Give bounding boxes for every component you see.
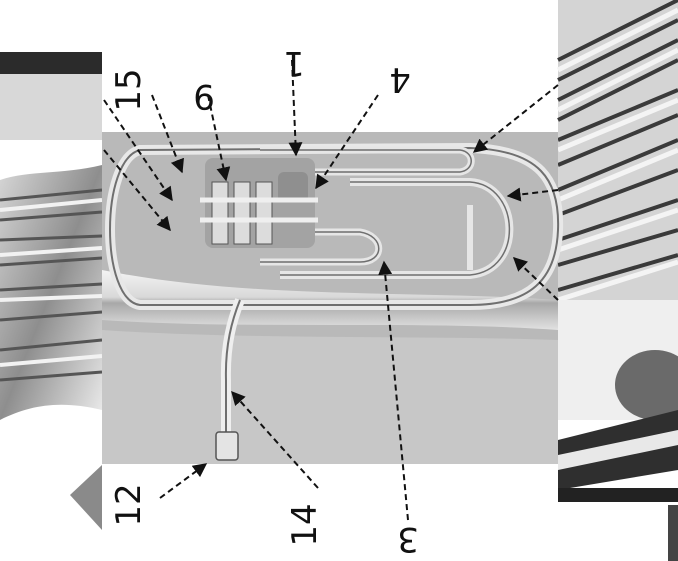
- arrow-1: [288, 59, 303, 157]
- instrument-photo: [102, 132, 564, 464]
- arrow-15b: [103, 99, 173, 202]
- callout-arrows: [103, 59, 559, 521]
- callout-label-14: 14: [285, 503, 325, 546]
- callout-label-15: 15: [109, 68, 149, 111]
- left-background-strip: [0, 52, 103, 530]
- right-background-strip: [556, 0, 678, 561]
- arrow-right-mid: [506, 187, 559, 202]
- callout-label-9: 9: [193, 76, 215, 116]
- arrow-12: [159, 463, 208, 499]
- arrow-15a: [151, 94, 184, 174]
- callout-label-1: 1: [283, 43, 305, 83]
- arrow-15c: [103, 149, 171, 232]
- arrow-4: [315, 94, 379, 190]
- callout-label-12: 12: [109, 483, 149, 526]
- arrow-right-top: [472, 84, 559, 153]
- arrow-14: [231, 390, 319, 489]
- callout-label-4: 4: [389, 59, 411, 99]
- arrow-right-low: [512, 257, 559, 301]
- callout-label-3: 3: [397, 519, 419, 559]
- arrow-9: [207, 94, 231, 182]
- arrow-3: [378, 260, 409, 521]
